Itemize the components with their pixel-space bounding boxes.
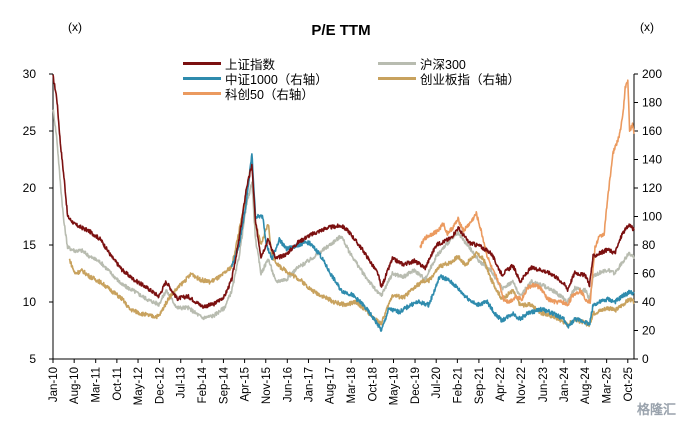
x-tick-label: Apr-22: [495, 367, 507, 402]
legend-swatch-csi1000: [183, 77, 221, 80]
legend-label-csi1000: 中证1000（右轴）: [225, 73, 328, 87]
right-tick-label: 100: [642, 210, 662, 224]
x-tick-label: May-19: [388, 367, 400, 405]
x-tick-label: May-12: [133, 367, 145, 405]
right-tick-label: 140: [642, 153, 662, 167]
x-tick-label: Apr-15: [240, 367, 252, 402]
series-chinext-line: [68, 160, 635, 328]
x-tick-label: Jul-20: [431, 367, 443, 398]
x-tick-label: Dec-12: [155, 367, 167, 404]
series-sse-line: [52, 74, 635, 309]
x-tick-label: Jun-16: [282, 367, 294, 402]
left-tick-label: 5: [29, 352, 36, 366]
legend-swatch-csi300: [378, 62, 416, 65]
right-tick-label: 20: [642, 324, 656, 338]
legend-swatch-sse: [183, 62, 221, 65]
left-tick-label: 25: [23, 124, 37, 138]
x-tick-label: Aug-24: [580, 366, 592, 404]
right-tick-label: 200: [642, 67, 662, 81]
series-csi300-line: [52, 109, 635, 321]
legend-swatch-chinext: [378, 77, 416, 80]
legend-item-star50: 科创50（右轴）: [183, 84, 314, 103]
x-tick-label: Jun-23: [538, 367, 550, 402]
x-tick-label: Jan-24: [559, 366, 571, 402]
legend-item-csi300: 沪深300: [378, 54, 466, 73]
series-csi1000-line: [231, 153, 635, 332]
x-tick-label: Feb-14: [197, 366, 209, 403]
chart-title: P/E TTM: [311, 22, 371, 39]
x-tick-label: Nov-15: [261, 367, 273, 404]
x-tick-label: Nov-22: [516, 367, 528, 404]
x-tick-label: Sep-14: [218, 366, 230, 404]
x-tick-label: Jan-17: [303, 367, 315, 402]
left-tick-label: 15: [23, 238, 37, 252]
x-tick-label: Mar-25: [602, 367, 614, 403]
right-tick-label: 0: [642, 352, 649, 366]
left-tick-label: 20: [23, 181, 37, 195]
x-tick-label: Jan-10: [48, 367, 60, 402]
left-tick-label: 30: [23, 67, 37, 81]
legend-item-sse: 上证指数: [183, 54, 275, 73]
watermark-logo: 格隆汇: [636, 402, 676, 417]
series-star50-line: [419, 79, 635, 307]
right-tick-label: 80: [642, 238, 656, 252]
x-tick-label: Aug-17: [325, 367, 337, 404]
x-tick-label: Oct-25: [623, 367, 635, 402]
right-tick-label: 40: [642, 295, 656, 309]
x-tick-label: Dec-19: [410, 367, 422, 404]
legend-label-star50: 科创50（右轴）: [225, 88, 314, 102]
right-tick-label: 180: [642, 96, 662, 110]
left-tick-label: 10: [23, 295, 37, 309]
x-tick-label: Oct-11: [112, 367, 124, 401]
x-tick-label: Feb-21: [452, 367, 464, 403]
x-tick-label: Mar-18: [346, 367, 358, 403]
right-tick-label: 120: [642, 181, 662, 195]
x-tick-label: Aug-10: [69, 367, 81, 404]
legend-swatch-star50: [183, 92, 221, 95]
legend-label-chinext: 创业板指（右轴）: [420, 73, 521, 87]
x-tick-label: Oct-18: [367, 367, 379, 402]
x-tick-label: Mar-11: [91, 367, 103, 403]
legend-item-csi1000: 中证1000（右轴）: [183, 69, 328, 88]
legend: 上证指数 沪深300 中证1000（右轴） 创业板指（右轴） 科创50（右轴）: [183, 54, 563, 104]
right-axis-unit: (x): [640, 20, 654, 34]
legend-label-sse: 上证指数: [225, 58, 276, 72]
legend-label-csi300: 沪深300: [420, 58, 466, 72]
right-tick-label: 160: [642, 124, 662, 138]
x-tick-label: Sep-21: [474, 367, 486, 404]
left-axis-unit: (x): [68, 20, 82, 34]
x-tick-label: Jul-13: [176, 367, 188, 398]
right-tick-label: 60: [642, 267, 656, 281]
legend-item-chinext: 创业板指（右轴）: [378, 69, 520, 88]
